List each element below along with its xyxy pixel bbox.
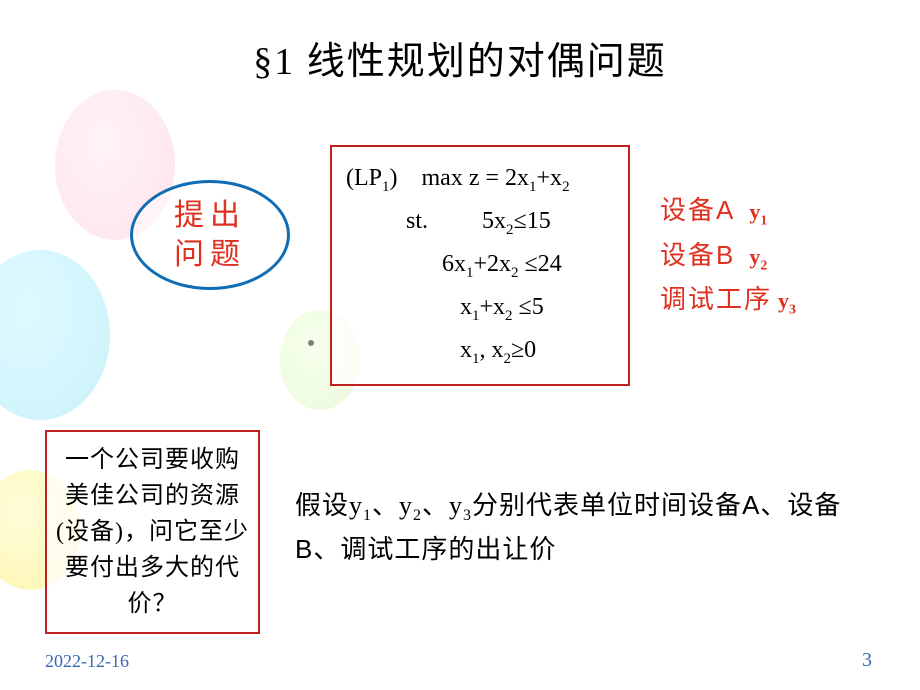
bullet-dot <box>308 340 314 346</box>
lp-constraint-4: x1, x2≥0 <box>346 329 614 372</box>
resource-labels: 设备A y1 设备B y2 调试工序 y3 <box>660 188 796 323</box>
ellipse-line2: 问题 <box>174 235 246 274</box>
ellipse-line1: 提出 <box>174 196 246 235</box>
lp-constraint-3: x1+x2 ≤5 <box>346 286 614 329</box>
footer-page-number: 3 <box>862 649 872 672</box>
assumption-text: 假设y1、y2、y3分别代表单位时间设备A、设备B、调试工序的出让价 <box>295 485 855 570</box>
lp-constraint-1: st. 5x2≤15 <box>346 200 614 243</box>
ellipse-callout: 提出 问题 <box>130 180 290 290</box>
lp-constraint-2: 6x1+2x2 ≤24 <box>346 243 614 286</box>
slide-title: §1 线性规划的对偶问题 <box>0 30 920 85</box>
lp-formulation-box: (LP1) max z = 2x1+x2 st. 5x2≤15 6x1+2x2 … <box>330 145 630 386</box>
lp-objective: (LP1) max z = 2x1+x2 <box>346 157 614 200</box>
resource-row-a: 设备A y1 <box>660 188 796 233</box>
footer-date: 2022-12-16 <box>45 651 129 672</box>
resource-row-b: 设备B y2 <box>660 233 796 278</box>
question-box: 一个公司要收购美佳公司的资源(设备)，问它至少要付出多大的代价？ <box>45 430 260 634</box>
resource-row-c: 调试工序 y3 <box>660 278 796 322</box>
balloon-cyan <box>0 250 110 420</box>
